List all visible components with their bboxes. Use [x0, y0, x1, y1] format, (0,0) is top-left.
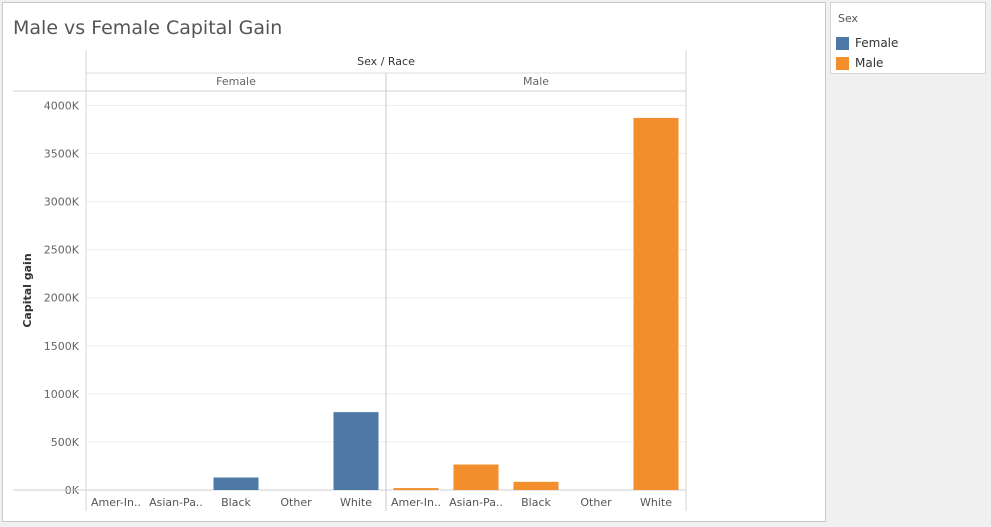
chart-container: Male vs Female Capital Gain 0K 500K 1000K 1… [2, 2, 826, 522]
x-tick-label: Black [221, 496, 251, 509]
bar-female [333, 412, 379, 490]
y-tick-label: 500K [51, 436, 80, 449]
x-tick-label: Other [280, 496, 312, 509]
column-header: Sex / Race [357, 55, 415, 68]
chart-title: Male vs Female Capital Gain [13, 17, 283, 39]
y-tick-label: 4000K [44, 99, 80, 112]
y-tick-label: 2500K [44, 244, 80, 257]
y-tick-label: 3000K [44, 196, 80, 209]
legend-label-male: Male [855, 56, 884, 70]
bar-male [453, 464, 499, 490]
legend-label-female: Female [855, 36, 899, 50]
legend-swatch-male [836, 56, 849, 70]
panel-header-female: Female [216, 75, 256, 88]
x-tick-label: Amer-In.. [391, 496, 441, 509]
y-tick-label: 1000K [44, 388, 80, 401]
x-tick-label: White [640, 496, 672, 509]
x-tick-label: Black [521, 496, 551, 509]
legend-swatch-female [836, 36, 849, 50]
bar-chart: 0K500K1000K1500K2000K2500K3000K3500K4000… [13, 50, 687, 511]
x-tick-label: Other [580, 496, 612, 509]
x-tick-label: White [340, 496, 372, 509]
x-tick-label: Asian-Pa.. [449, 496, 503, 509]
bar-female [213, 477, 259, 490]
x-tick-label: Amer-In.. [91, 496, 141, 509]
x-tick-label: Asian-Pa.. [149, 496, 203, 509]
panel-header-male: Male [523, 75, 549, 88]
legend-item-male[interactable]: Male [836, 56, 883, 70]
bar-male [633, 117, 679, 491]
legend-item-female[interactable]: Female [836, 36, 898, 50]
bar-male [393, 488, 439, 490]
bar-male [513, 481, 559, 490]
y-tick-label: 1500K [44, 340, 80, 353]
legend-title: Sex [838, 12, 859, 25]
y-tick-label: 3500K [44, 147, 80, 160]
legend: Sex Female Male [830, 2, 986, 74]
y-axis-title: Capital gain [21, 253, 34, 327]
y-tick-label: 2000K [44, 292, 80, 305]
